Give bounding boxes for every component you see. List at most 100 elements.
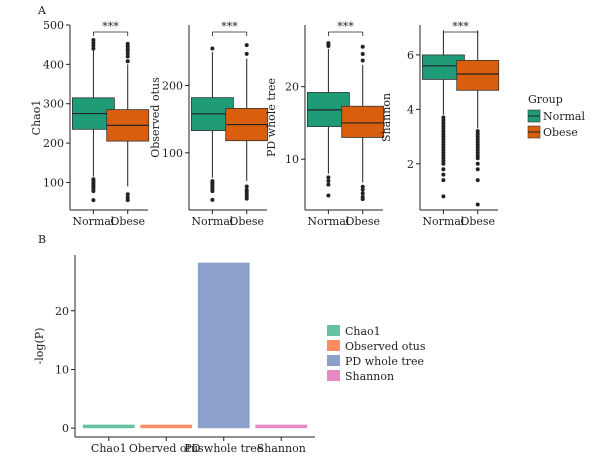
y-tick-label: 20 [285, 81, 299, 94]
panel-letter: B [38, 233, 46, 246]
outlier-point [326, 175, 331, 180]
bar-3 [255, 424, 308, 429]
legend-swatch [327, 370, 340, 381]
outlier-point [210, 46, 215, 51]
outlier-point [360, 44, 365, 49]
y-tick-label: 20 [55, 305, 69, 318]
outlier-point [475, 167, 480, 172]
outlier-point [244, 196, 249, 201]
legend-label: Chao1 [345, 325, 381, 338]
y-tick-label: 100 [162, 147, 183, 160]
legend-label: Normal [543, 110, 585, 123]
legend-label: Shannon [345, 370, 394, 383]
y-axis-label: Observed otus [149, 77, 162, 158]
outlier-point [91, 43, 96, 48]
box-normal [306, 41, 350, 198]
x-tick-label: Chao1 [91, 442, 127, 455]
y-tick-label: 200 [162, 80, 183, 93]
y-axis-label: Chao1 [30, 100, 43, 136]
x-tick-label: Normal [422, 215, 464, 228]
x-tick-label: Oberved otus [129, 442, 204, 455]
y-tick-label: 2 [407, 158, 414, 171]
legend-label: Obese [543, 126, 578, 139]
outlier-point [125, 51, 130, 56]
outlier-point [244, 43, 249, 48]
outlier-point [326, 178, 331, 183]
outlier-point [475, 202, 480, 207]
box-obese [225, 43, 269, 201]
outlier-point [360, 52, 365, 57]
legend-swatch [327, 325, 340, 336]
outlier-point [91, 198, 96, 203]
outlier-point [125, 54, 130, 59]
y-tick-label: 400 [43, 58, 64, 71]
outlier-point [125, 59, 130, 64]
outlier-point [475, 178, 480, 183]
bar-2 [197, 262, 250, 429]
y-tick-label: 200 [43, 137, 64, 150]
x-tick-label: Normal [72, 215, 114, 228]
outlier-point [125, 198, 130, 203]
outlier-point [210, 197, 215, 202]
x-tick-label: Obese [460, 215, 495, 228]
legend-group: Group Normal Obese [527, 93, 585, 139]
outlier-point [441, 167, 446, 172]
significance-label: *** [337, 20, 354, 33]
significance-label: *** [452, 20, 469, 33]
box-iqr [456, 59, 500, 91]
box-obese [341, 44, 385, 202]
box-normal [421, 30, 465, 199]
x-tick-label: Normal [307, 215, 349, 228]
y-tick-label: 4 [407, 103, 414, 116]
outlier-point [91, 46, 96, 51]
outlier-point [91, 189, 96, 194]
outlier-point [360, 197, 365, 202]
box-iqr [341, 105, 385, 138]
outlier-point [360, 187, 365, 192]
x-tick-label: Obese [110, 215, 145, 228]
outlier-point [441, 161, 446, 166]
y-tick-label: 6 [407, 49, 414, 62]
x-tick-label: Obese [345, 215, 380, 228]
outlier-point [441, 194, 446, 199]
panel-a: A100200300400500Chao1NormalObese***10020… [30, 4, 585, 228]
outlier-point [91, 40, 96, 45]
outlier-point [441, 178, 446, 183]
legend-swatch [327, 355, 340, 366]
significance-label: *** [221, 20, 238, 33]
outlier-point [326, 41, 331, 46]
y-axis-label: -log(P) [33, 328, 46, 365]
outlier-point [360, 191, 365, 196]
outlier-point [210, 189, 215, 194]
significance-label: *** [102, 20, 119, 33]
outlier-point [125, 192, 130, 197]
x-tick-label: Shannon [257, 442, 306, 455]
y-tick-label: 500 [43, 19, 64, 32]
y-axis-label: Shannon [380, 93, 393, 142]
outlier-point [360, 184, 365, 189]
outlier-point [244, 184, 249, 189]
legend-label: Observed otus [345, 340, 426, 353]
y-tick-label: 300 [43, 98, 64, 111]
outlier-point [125, 41, 130, 46]
y-tick-label: 10 [285, 153, 299, 166]
x-tick-label: Normal [191, 215, 233, 228]
bar-0 [82, 424, 135, 429]
y-tick-label: 100 [43, 176, 64, 189]
outlier-point [91, 37, 96, 42]
legend-title: Group [528, 93, 563, 106]
outlier-point [441, 172, 446, 177]
outlier-point [326, 182, 331, 187]
outlier-point [326, 193, 331, 198]
y-tick-label: 0 [62, 422, 69, 435]
y-axis-label: PD whole tree [265, 78, 278, 157]
legend-tests: Chao1 Observed otus PD whole tree Shannon [327, 325, 426, 383]
box-obese [456, 30, 500, 207]
box-obese [106, 41, 150, 203]
outlier-point [125, 195, 130, 200]
